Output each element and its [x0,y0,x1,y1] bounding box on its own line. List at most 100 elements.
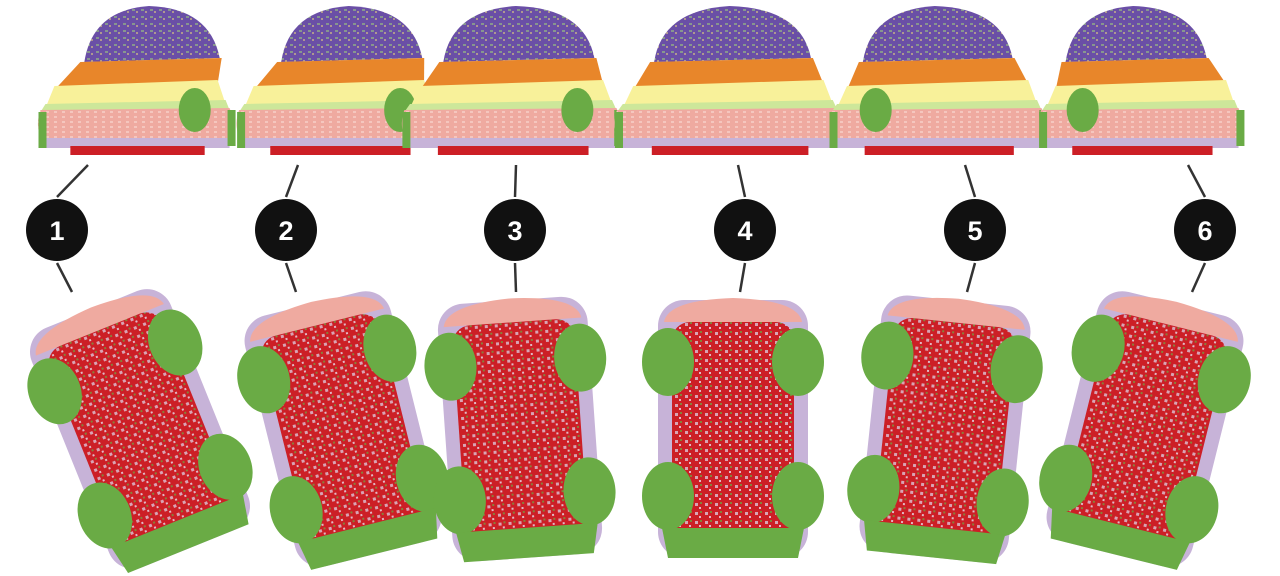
car-top-view-6 [1038,6,1245,155]
car-wheel-rear [859,88,892,132]
underbody-front-edge [443,298,582,328]
car-bottom-view-1 [27,289,253,573]
wheel-front-left [424,332,477,401]
wheel-rear-right [772,462,824,530]
wheel-rear-left [1039,444,1093,512]
wheel-rear-right [198,433,253,500]
underbody-front-edge [250,296,385,342]
number-badge-6: 6 [1174,199,1236,261]
car-bumper [70,146,205,155]
underbody-front-edge [887,297,1025,330]
car-bumper [437,146,589,155]
wheel-front-right [554,323,607,392]
connector-line-top-5 [963,164,977,198]
wheel-front-left [1071,314,1125,382]
wheel-front-right [363,314,417,382]
car-roof [862,6,1013,62]
number-badge-4: 4 [714,199,776,261]
car-trim [1045,138,1239,148]
underbody-front-edge [664,298,802,322]
wheel-rear-left [433,466,486,535]
wheel-front-left [642,328,694,396]
number-badge-circle [1174,199,1236,261]
car-bottom-view-4 [642,298,824,558]
number-badge-label: 6 [1197,216,1212,246]
car-trim [621,138,838,148]
car-wheel-left [402,112,411,148]
connector-line-top-6 [1186,164,1207,198]
number-badge-5: 5 [944,199,1006,261]
wheel-rear-right [1165,476,1219,544]
car-body [614,108,842,142]
car-wheel-left [615,112,623,148]
car-wheel-rear [561,88,594,132]
car-wheel-left [1039,112,1048,148]
wheel-front-right [1197,346,1251,414]
connector-line-top-4 [736,164,747,198]
car-bumper [1072,146,1213,155]
car-wheel-rear [178,88,211,132]
connector-line-bottom-1 [55,262,74,293]
wheel-rear-left [847,454,900,523]
number-badge-2: 2 [255,199,317,261]
number-badge-label: 2 [278,216,293,246]
car-top-view-3 [401,6,623,155]
wheel-front-right [990,335,1043,404]
bottom-views-row [27,289,1251,573]
wheel-rear-left [642,462,694,530]
connector-line-bottom-5 [965,262,977,293]
connector-line-bottom-4 [738,262,747,293]
car-bumper [270,146,411,155]
car-bumper [651,146,809,155]
connector-line-top-2 [284,164,300,198]
number-badge-circle [714,199,776,261]
number-badge-3: 3 [484,199,546,261]
underbody-rear-edge [864,520,1006,565]
car-trim [44,138,230,148]
number-badge-label: 1 [49,216,64,246]
underbody-front-edge [1103,296,1238,342]
car-wheel-left [829,112,838,148]
wheel-rear-left [77,482,133,549]
connector-line-bottom-2 [284,262,298,293]
connector-line-top-3 [513,164,518,198]
wheel-rear-right [563,457,616,526]
car-wheel-right [1236,110,1245,146]
connector-lines [55,164,1207,293]
underbody-front-edge [35,295,164,356]
underbody-rear-edge [662,528,804,558]
car-trim [243,138,437,148]
car-trim [835,138,1042,148]
car-bumper [864,146,1014,155]
car-roof [281,6,423,62]
wheel-rear-right [976,468,1029,537]
car-bottom-view-6 [1039,291,1251,570]
connector-line-top-1 [56,164,89,198]
car-top-view-4 [614,6,844,155]
wheel-front-left [861,321,914,390]
car-wheel-left [237,112,246,148]
car-bottom-view-5 [847,295,1043,565]
wheel-front-right [772,328,824,396]
car-trim [408,138,617,148]
number-badge-label: 3 [507,216,522,246]
underbody-rear-edge [1050,507,1190,570]
connector-line-bottom-6 [1190,262,1207,293]
number-badge-label: 4 [737,216,752,246]
top-views-row [37,6,1245,155]
car-stripe-yellow [409,80,612,108]
car-bottom-view-3 [424,296,616,563]
number-badge-1: 1 [26,199,88,261]
car-wheel-right [227,110,236,146]
number-badge-circle [26,199,88,261]
number-badge-circle [255,199,317,261]
connector-line-bottom-3 [513,262,518,293]
wheel-front-left [27,358,82,425]
car-wheel-rear [1066,88,1099,132]
underbody-center [672,322,794,536]
underbody-center [874,317,1016,541]
wheel-front-right [147,309,203,376]
underbody-rear-edge [298,507,438,570]
car-wheel-left [38,112,47,148]
